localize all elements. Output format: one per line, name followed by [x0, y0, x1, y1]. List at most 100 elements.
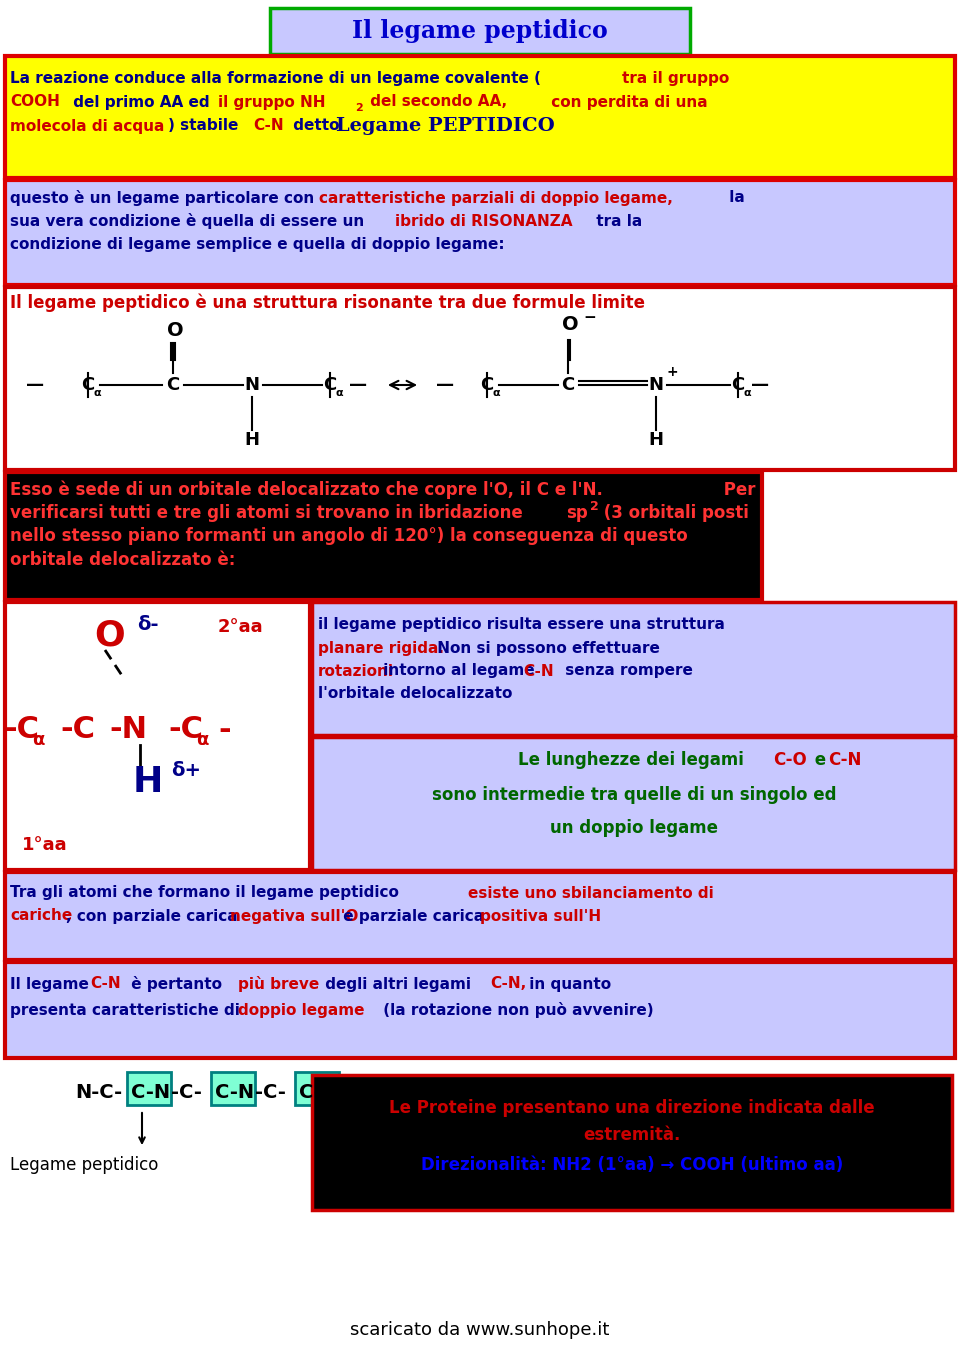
Text: negativa sull'O: negativa sull'O	[230, 908, 358, 923]
Text: -C: -C	[5, 715, 39, 745]
Text: Il legame peptidico è una struttura risonante tra due formule limite: Il legame peptidico è una struttura riso…	[10, 294, 645, 312]
Text: questo è un legame particolare con: questo è un legame particolare con	[10, 191, 320, 206]
Text: (la rotazione non può avvenire): (la rotazione non può avvenire)	[378, 1002, 654, 1017]
Text: tra il gruppo: tra il gruppo	[622, 71, 730, 86]
Bar	[5, 872, 955, 960]
Text: α: α	[196, 731, 208, 749]
Text: la: la	[724, 191, 745, 206]
Text: Direzionalità: NH2 (1°aa) → COOH (ultimo aa): Direzionalità: NH2 (1°aa) → COOH (ultimo…	[420, 1156, 843, 1174]
Text: 2: 2	[590, 500, 599, 513]
Text: senza rompere: senza rompere	[560, 663, 693, 678]
Text: δ+: δ+	[171, 761, 201, 780]
Text: C-O: C-O	[773, 750, 806, 770]
Text: Per: Per	[718, 481, 756, 498]
Text: -C-: -C-	[255, 1083, 286, 1102]
Text: del primo AA ed: del primo AA ed	[68, 94, 215, 109]
Text: Tra gli atomi che formano il legame peptidico: Tra gli atomi che formano il legame pept…	[10, 885, 404, 900]
Text: Il legame peptidico: Il legame peptidico	[352, 19, 608, 44]
Bar	[270, 8, 690, 54]
Text: presenta caratteristiche di: presenta caratteristiche di	[10, 1002, 245, 1017]
Text: C-N: C-N	[90, 977, 121, 992]
Text: N: N	[649, 376, 663, 394]
Text: 2: 2	[355, 104, 363, 113]
Text: , con parziale carica: , con parziale carica	[66, 908, 243, 923]
Text: C-N: C-N	[523, 663, 554, 678]
Text: −: −	[584, 311, 596, 326]
Text: 1°aa: 1°aa	[22, 836, 67, 854]
Text: Il legame: Il legame	[10, 977, 94, 992]
Text: cariche: cariche	[10, 908, 72, 923]
Text: C: C	[732, 376, 745, 394]
Text: è pertanto: è pertanto	[126, 977, 228, 992]
Text: H: H	[132, 765, 163, 799]
Text: O: O	[562, 316, 578, 335]
Text: Esso è sede di un orbitale delocalizzato che copre l'O, il C e l'N.: Esso è sede di un orbitale delocalizzato…	[10, 481, 603, 500]
Text: sua vera condizione è quella di essere un: sua vera condizione è quella di essere u…	[10, 212, 370, 229]
Bar	[312, 602, 955, 735]
Text: positiva sull'H: positiva sull'H	[480, 908, 601, 923]
Text: esiste uno sbilanciamento di: esiste uno sbilanciamento di	[468, 885, 713, 900]
Text: un doppio legame: un doppio legame	[550, 819, 718, 838]
Text: -N: -N	[109, 715, 147, 745]
Text: α: α	[492, 388, 500, 398]
Text: -C-C-: -C-C-	[339, 1083, 393, 1102]
Text: condizione di legame semplice e quella di doppio legame:: condizione di legame semplice e quella d…	[10, 237, 505, 252]
Text: Le Proteine presentano una direzione indicata dalle: Le Proteine presentano una direzione ind…	[389, 1099, 875, 1117]
Text: planare rigida.: planare rigida.	[318, 640, 444, 655]
Text: C-N,: C-N,	[490, 977, 526, 992]
Bar	[5, 473, 762, 601]
Text: il gruppo NH: il gruppo NH	[218, 94, 325, 109]
Text: H: H	[649, 430, 663, 449]
Text: degli altri legami: degli altri legami	[320, 977, 476, 992]
Text: con perdita di una: con perdita di una	[546, 94, 708, 109]
Text: N-C-: N-C-	[75, 1083, 122, 1102]
Text: Legame peptidico: Legame peptidico	[10, 1156, 158, 1174]
Text: (3 orbitali posti: (3 orbitali posti	[598, 504, 749, 522]
Bar	[5, 287, 955, 470]
Text: l'orbitale delocalizzato: l'orbitale delocalizzato	[318, 686, 513, 701]
Text: -C: -C	[169, 715, 204, 745]
Text: orbitale delocalizzato è:: orbitale delocalizzato è:	[10, 552, 235, 569]
Text: caratteristiche parziali di doppio legame,: caratteristiche parziali di doppio legam…	[319, 191, 673, 206]
Text: sono intermedie tra quelle di un singolo ed: sono intermedie tra quelle di un singolo…	[432, 786, 836, 804]
Text: molecola di acqua: molecola di acqua	[10, 118, 164, 133]
Text: -: -	[219, 715, 231, 745]
Text: e: e	[808, 750, 831, 770]
Text: Le lunghezze dei legami: Le lunghezze dei legami	[518, 750, 750, 770]
Bar	[312, 1075, 952, 1209]
Text: α: α	[32, 731, 44, 749]
Text: C: C	[82, 376, 95, 394]
Text: COOH: COOH	[10, 94, 60, 109]
Text: δ-: δ-	[137, 614, 158, 633]
Text: e parziale carica: e parziale carica	[338, 908, 490, 923]
Bar	[127, 1072, 171, 1105]
Text: α: α	[335, 388, 343, 398]
Bar	[5, 602, 310, 870]
Bar	[5, 962, 955, 1058]
Text: C: C	[480, 376, 493, 394]
Text: scaricato da www.sunhope.it: scaricato da www.sunhope.it	[350, 1321, 610, 1339]
Text: La reazione conduce alla formazione di un legame covalente (: La reazione conduce alla formazione di u…	[10, 71, 541, 86]
Text: O: O	[167, 320, 183, 339]
Text: ibrido di RISONANZA: ibrido di RISONANZA	[395, 214, 572, 229]
Text: intorno al legame: intorno al legame	[378, 663, 540, 678]
Text: —: —	[26, 376, 44, 394]
Text: C: C	[166, 376, 180, 394]
Text: estremità.: estremità.	[584, 1126, 681, 1144]
Text: rotazioni: rotazioni	[318, 663, 394, 678]
Text: O: O	[95, 618, 126, 652]
Bar	[5, 180, 955, 285]
Text: C: C	[324, 376, 337, 394]
Text: sp: sp	[566, 504, 588, 522]
Text: C-N: C-N	[215, 1083, 254, 1102]
Text: —: —	[348, 376, 367, 394]
Text: tra la: tra la	[591, 214, 642, 229]
Text: +: +	[666, 365, 678, 379]
Text: Non si possono effettuare: Non si possono effettuare	[432, 640, 660, 655]
Bar	[211, 1072, 255, 1105]
Text: del secondo AA,: del secondo AA,	[365, 94, 507, 109]
Text: nello stesso piano formanti un angolo di 120°) la conseguenza di questo: nello stesso piano formanti un angolo di…	[10, 527, 687, 545]
Text: H: H	[245, 430, 259, 449]
Text: doppio legame: doppio legame	[238, 1002, 365, 1017]
Text: -C: -C	[60, 715, 95, 745]
